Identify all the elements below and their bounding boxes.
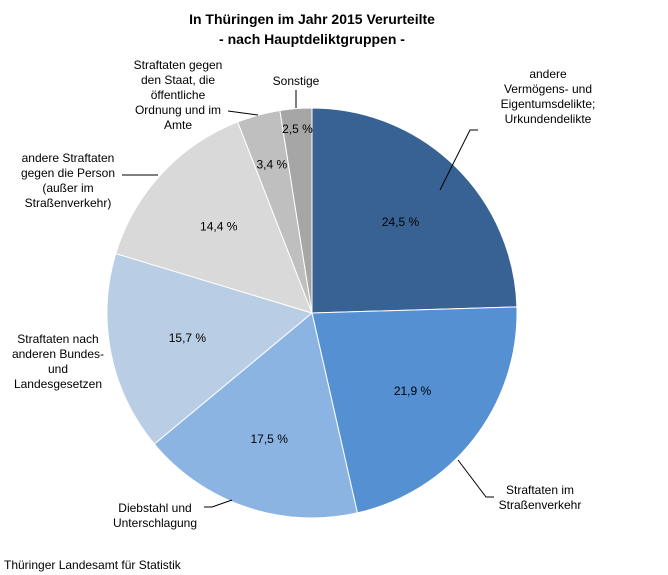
pie-slice-4 <box>115 121 313 314</box>
leader-line-2 <box>204 499 233 508</box>
leader-line-1 <box>457 459 494 498</box>
slice-category-label-5: Straftaten gegen den Staat, die öffentlich… <box>134 58 223 132</box>
pie-slice-0 <box>311 107 518 314</box>
slice-value-label-4: 14,4 % <box>200 220 238 234</box>
pie-slice-2 <box>153 312 358 519</box>
slice-category-label-4: andere Straftaten gegen die Person (außer … <box>21 151 115 210</box>
pie-slice-1 <box>311 306 518 514</box>
slice-value-label-5: 3,4 % <box>257 158 288 172</box>
leader-line-5 <box>227 110 259 116</box>
slice-category-label-2: Diebstahl und Unterschlagung <box>113 501 197 530</box>
pie-slice-6 <box>279 107 313 314</box>
slice-value-label-6: 2,5 % <box>282 122 313 136</box>
pie-slice-3 <box>106 252 314 445</box>
leader-line-0 <box>439 129 478 191</box>
slice-value-label-3: 15,7 % <box>169 331 207 345</box>
chart-title-line-1: In Thüringen im Jahr 2015 Verurteilte <box>189 11 435 27</box>
slice-category-label-0: andere Vermögens- und Eigentumsdelikte; Urk… <box>501 67 596 126</box>
slice-value-label-1: 21,9 % <box>394 384 432 398</box>
slice-category-label-3: Straftaten nach anderen Bundes-und Landesg… <box>12 332 104 391</box>
slice-category-label-6: Sonstige <box>273 74 320 88</box>
source-note: Thüringer Landesamt für Statistik <box>4 558 182 572</box>
chart-title-line-2: - nach Hauptdeliktgruppen - <box>219 31 405 47</box>
slice-category-label-1: Straftaten im Straßenverkehr <box>499 483 582 512</box>
slice-value-label-2: 17,5 % <box>251 432 289 446</box>
slice-value-label-0: 24,5 % <box>382 215 420 229</box>
